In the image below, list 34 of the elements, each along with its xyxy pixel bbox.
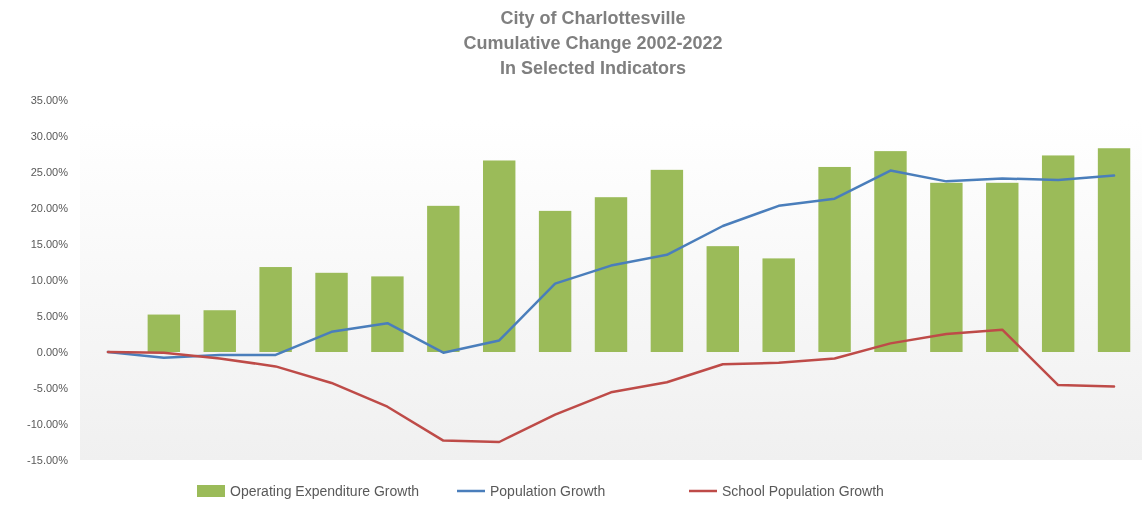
y-tick-label: 5.00% <box>36 309 69 322</box>
bar <box>986 182 1019 352</box>
bar <box>483 160 516 352</box>
legend-label: Operating Expenditure Growth <box>230 482 420 499</box>
y-tick-label: 15.00% <box>30 237 69 250</box>
y-tick-label: 25.00% <box>30 165 69 178</box>
bar <box>315 272 348 352</box>
bar <box>371 276 404 352</box>
legend-label: School Population Growth <box>722 482 884 499</box>
legend-label: Population Growth <box>490 482 606 499</box>
bar <box>594 197 628 352</box>
bar <box>762 258 795 352</box>
bar <box>203 310 236 352</box>
bar <box>874 151 907 352</box>
bar <box>1041 155 1075 352</box>
y-tick-label: 30.00% <box>30 129 69 142</box>
y-tick-label: 0.00% <box>36 345 69 358</box>
y-tick-label: -10.00% <box>27 417 69 430</box>
bar <box>1097 148 1131 352</box>
y-tick-label: 35.00% <box>30 93 69 106</box>
bar <box>650 169 684 352</box>
y-tick-label: -5.00% <box>33 381 69 394</box>
bar <box>930 182 963 352</box>
bar <box>427 205 460 352</box>
bar <box>818 166 851 352</box>
y-tick-label: 10.00% <box>30 273 69 286</box>
bar <box>706 246 739 352</box>
bar <box>259 267 292 352</box>
line-series <box>106 328 1116 444</box>
chart-title: City of Charlottesville Cumulative Change 2002-2022 In Selected Indicators <box>463 8 723 78</box>
bar <box>538 210 572 352</box>
y-tick-label: 20.00% <box>30 201 69 214</box>
bar <box>147 314 181 352</box>
y-tick-label: -15.00% <box>27 453 69 466</box>
